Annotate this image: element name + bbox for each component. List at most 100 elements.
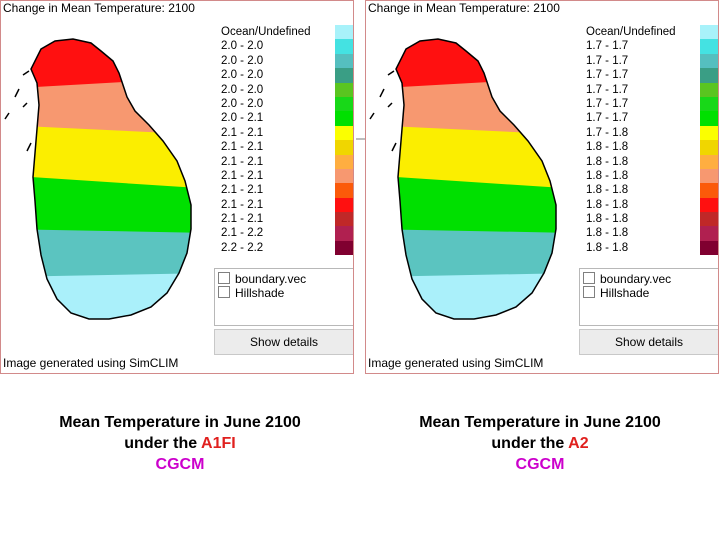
legend-row: 1.8 - 1.8	[582, 226, 718, 241]
layer-boundary[interactable]: boundary.vec	[583, 272, 671, 286]
sri-lanka-temperature-map	[4, 38, 192, 320]
legend-swatch	[700, 197, 718, 213]
legend-swatch	[700, 68, 718, 83]
layer-hillshade[interactable]: Hillshade	[218, 286, 284, 300]
legend-label: 2.1 - 2.1	[221, 169, 264, 182]
legend-label: 2.1 - 2.1	[221, 184, 264, 197]
legend-swatch	[700, 125, 718, 141]
layer-label: Hillshade	[235, 286, 285, 300]
legend-label: 1.7 - 1.7	[586, 40, 629, 53]
band-lightblue	[31, 273, 191, 319]
legend-row: Ocean/Undefined	[582, 25, 718, 40]
legend-swatch	[335, 68, 353, 83]
island-outline	[395, 38, 557, 320]
legend-swatch	[700, 111, 718, 126]
layers-list: boundary.vec Hillshade	[579, 268, 718, 326]
layers-list: boundary.vec Hillshade	[214, 268, 353, 326]
legend-swatch	[700, 168, 718, 184]
legend-label: 1.7 - 1.7	[586, 54, 629, 67]
island-outline	[30, 38, 192, 320]
caption-prefix: under the	[491, 435, 569, 452]
legend-row: 2.0 - 2.0	[217, 96, 353, 112]
checkbox[interactable]	[218, 272, 230, 284]
legend-swatch	[335, 39, 353, 54]
legend-label: 2.0 - 2.0	[221, 83, 264, 96]
legend-row: 1.7 - 1.7	[582, 39, 718, 54]
checkbox[interactable]	[583, 286, 595, 298]
band-teal	[31, 229, 191, 283]
legend-swatch	[700, 82, 718, 97]
panel-title: Change in Mean Temperature: 2100	[368, 1, 560, 15]
divider	[356, 138, 366, 140]
show-details-button[interactable]: Show details	[579, 329, 718, 355]
legend-row: 2.1 - 2.1	[217, 125, 353, 141]
legend-swatch	[335, 183, 353, 198]
legend-row: 2.1 - 2.1	[217, 212, 353, 227]
caption-a1fi: Mean Temperature in June 2100 under the …	[0, 412, 360, 475]
legend-label: 1.8 - 1.8	[586, 198, 629, 211]
map-window-a1fi: Change in Mean Temperature: 2100 Ocean/U…	[0, 0, 354, 374]
footer-credit: Image generated using SimCLIM	[3, 356, 179, 370]
legend-row: 1.7 - 1.7	[582, 96, 718, 112]
legend-label: 2.1 - 2.1	[221, 141, 264, 154]
footer-credit: Image generated using SimCLIM	[368, 356, 544, 370]
legend-row: 1.8 - 1.8	[582, 168, 718, 184]
legend-row: 1.8 - 1.8	[582, 197, 718, 213]
legend-swatch	[700, 53, 718, 69]
legend-label: 1.7 - 1.7	[586, 83, 629, 96]
map-window-a2: Change in Mean Temperature: 2100 Ocean/U…	[365, 0, 719, 374]
legend-row: 2.0 - 2.1	[217, 111, 353, 126]
band-red	[396, 39, 556, 89]
legend-label: 2.0 - 2.0	[221, 97, 264, 110]
model-label: CGCM	[155, 456, 205, 473]
legend-row: Ocean/Undefined	[217, 25, 353, 40]
legend-label: 1.7 - 1.7	[586, 97, 629, 110]
band-teal	[396, 229, 556, 283]
legend-swatch	[335, 154, 353, 169]
layer-hillshade[interactable]: Hillshade	[583, 286, 649, 300]
layer-label: boundary.vec	[600, 272, 672, 286]
legend-label: Ocean/Undefined	[586, 26, 676, 38]
legend-label: 1.8 - 1.8	[586, 141, 629, 154]
band-green	[396, 175, 556, 239]
legend-row: 2.1 - 2.1	[217, 197, 353, 213]
legend-label: 1.7 - 1.7	[586, 112, 629, 125]
legend-label: 2.0 - 2.0	[221, 69, 264, 82]
legend-label: 2.2 - 2.2	[221, 241, 264, 254]
legend-swatch	[335, 197, 353, 213]
legend-label: 1.8 - 1.8	[586, 184, 629, 197]
legend-swatch	[700, 39, 718, 54]
legend-swatch	[335, 226, 353, 241]
legend-swatch	[335, 82, 353, 97]
model-label: CGCM	[515, 456, 565, 473]
legend-label: 1.8 - 1.8	[586, 241, 629, 254]
checkbox[interactable]	[583, 272, 595, 284]
legend-swatch	[700, 96, 718, 112]
legend-label: 2.1 - 2.1	[221, 213, 264, 226]
checkbox[interactable]	[218, 286, 230, 298]
scenario-label: A1FI	[201, 435, 236, 452]
legend-label: 1.7 - 1.7	[586, 69, 629, 82]
legend-row: 1.8 - 1.8	[582, 154, 718, 169]
legend-swatch	[335, 125, 353, 141]
legend-row: 1.8 - 1.8	[582, 240, 718, 256]
legend-swatch	[700, 240, 718, 256]
legend-swatch	[335, 140, 353, 155]
legend-row: 2.0 - 2.0	[217, 53, 353, 69]
show-details-button[interactable]: Show details	[214, 329, 353, 355]
legend-row: 2.1 - 2.1	[217, 154, 353, 169]
legend-row: 2.2 - 2.2	[217, 240, 353, 256]
caption-line1: Mean Temperature in June 2100	[59, 414, 301, 431]
legend: Ocean/Undefined 2.0 - 2.0 2.0 - 2.0 2.0 …	[217, 25, 353, 256]
legend-label: 2.0 - 2.0	[221, 40, 264, 53]
legend-label: 2.1 - 2.1	[221, 198, 264, 211]
legend-row: 2.0 - 2.0	[217, 39, 353, 54]
legend-swatch	[335, 240, 353, 256]
legend-swatch	[700, 154, 718, 169]
layer-boundary[interactable]: boundary.vec	[218, 272, 306, 286]
legend-swatch	[700, 183, 718, 198]
legend-row: 1.7 - 1.7	[582, 111, 718, 126]
layer-label: Hillshade	[600, 286, 650, 300]
legend-row: 2.1 - 2.2	[217, 226, 353, 241]
legend-row: 1.7 - 1.8	[582, 125, 718, 141]
